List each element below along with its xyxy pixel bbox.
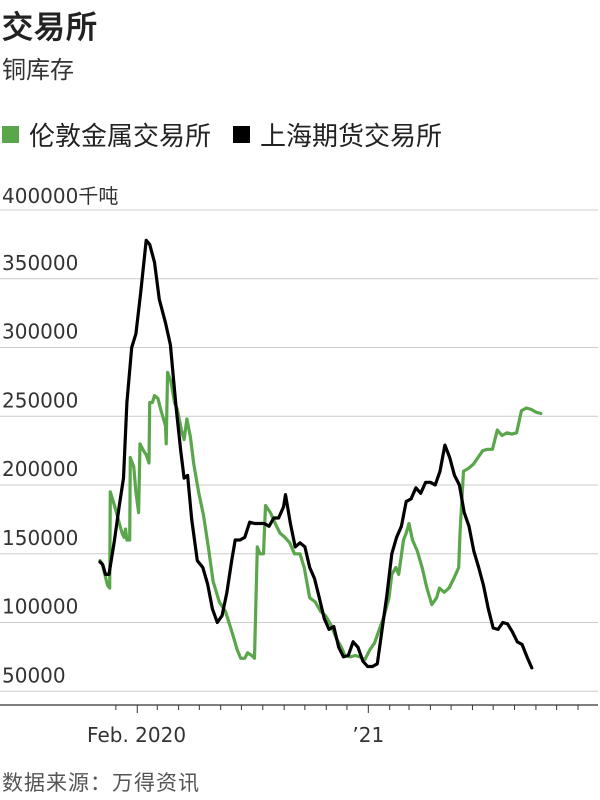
legend-item-lme: 伦敦金属交易所 (2, 116, 211, 153)
legend-label-shfe: 上海期货交易所 (260, 121, 443, 152)
y-tick-label-200000: 200000 (2, 457, 78, 481)
y-tick-label-250000: 250000 (2, 388, 78, 412)
legend-swatch-lme (2, 125, 19, 143)
x-tick-label-1: ’21 (352, 723, 384, 747)
source-note: 数据来源：万得资讯 (2, 771, 200, 795)
series-line-lme (98, 370, 543, 662)
chart-title: 交易所 (2, 10, 98, 46)
x-tick-label-0: Feb. 2020 (87, 723, 186, 747)
y-tick-label-150000: 150000 (2, 526, 78, 550)
legend-item-shfe: 上海期货交易所 (233, 116, 442, 153)
legend: 伦敦金属交易所 上海期货交易所 (2, 114, 464, 154)
chart-subtitle: 铜库存 (2, 56, 74, 84)
y-tick-label-300000: 300000 (2, 320, 78, 344)
y-axis-top-label: 400000千吨 (2, 180, 118, 209)
y-tick-label-100000: 100000 (2, 595, 78, 619)
legend-swatch-shfe (233, 125, 251, 143)
y-top-tick-value: 400000 (2, 184, 79, 208)
y-tick-label-350000: 350000 (2, 251, 78, 275)
y-axis-unit: 千吨 (78, 184, 119, 208)
series-line-shfe (98, 238, 534, 670)
legend-label-lme: 伦敦金属交易所 (29, 121, 212, 152)
y-tick-label-50000: 50000 (2, 663, 66, 687)
